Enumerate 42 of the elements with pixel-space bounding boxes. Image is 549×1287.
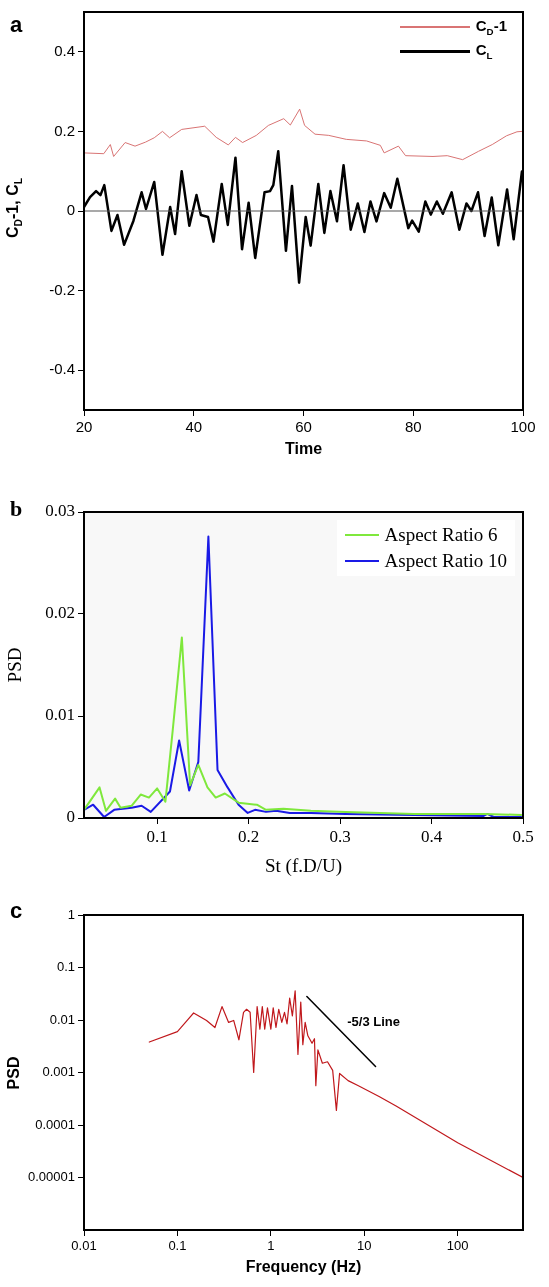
y-tick-label: 0.01 — [45, 705, 75, 725]
y-tick-label: 0 — [66, 201, 75, 219]
x-tick-label: 60 — [295, 418, 312, 436]
x-tick-label: 0.4 — [420, 826, 443, 846]
x-tick-label: 80 — [404, 418, 422, 436]
x-axis-title: St (f.D/U) — [264, 855, 343, 877]
x-tick-label: 0.1 — [168, 1238, 187, 1254]
y-tick-label: 0.0001 — [35, 1116, 75, 1132]
y-tick-label: 0.00001 — [28, 1169, 75, 1185]
legend-label: Aspect Ratio 6 — [384, 524, 498, 546]
y-tick-label: 0.03 — [45, 501, 75, 521]
x-tick-label: 0.3 — [329, 826, 351, 846]
y-tick-label: 0.02 — [45, 603, 75, 623]
x-axis-title: Frequency (Hz) — [245, 1258, 362, 1276]
x-tick-label: 0.2 — [238, 826, 260, 846]
y-tick-label: 0.2 — [54, 121, 75, 139]
x-tick-label: 1 — [267, 1238, 275, 1254]
y-tick-label: 1 — [67, 906, 75, 922]
x-tick-label: 100 — [510, 418, 536, 436]
chart-title: b — [10, 496, 23, 522]
legend-label: C$_{L}$ — [475, 41, 493, 61]
x-tick-label: 100 — [446, 1238, 469, 1254]
x-tick-label: 20 — [75, 418, 93, 436]
y-tick-label: -0.4 — [49, 360, 75, 378]
x-axis-title: Time — [284, 440, 323, 458]
chart-title: c — [10, 898, 23, 924]
series-label: -5/3 Line — [347, 1014, 400, 1030]
x-tick-label: 40 — [185, 418, 203, 436]
x-tick-label: 10 — [357, 1238, 372, 1254]
y-axis-title: PSD — [4, 647, 27, 683]
y-tick-label: 0.001 — [42, 1064, 75, 1080]
y-tick-label: 0 — [66, 807, 75, 827]
y-tick-label: -0.2 — [49, 280, 75, 298]
x-tick-label: 0.1 — [146, 826, 168, 846]
y-tick-label: 0.4 — [54, 41, 75, 59]
y-axis-title: PSD — [4, 1056, 23, 1089]
y-tick-label: 0.1 — [56, 959, 75, 975]
x-tick-label: 0.5 — [512, 826, 534, 846]
chart-title: a — [10, 12, 23, 38]
legend-label: Aspect Ratio 10 — [384, 550, 507, 572]
legend-label: C$_{D}$-1 — [475, 17, 507, 37]
y-tick-label: 0.01 — [49, 1011, 75, 1027]
